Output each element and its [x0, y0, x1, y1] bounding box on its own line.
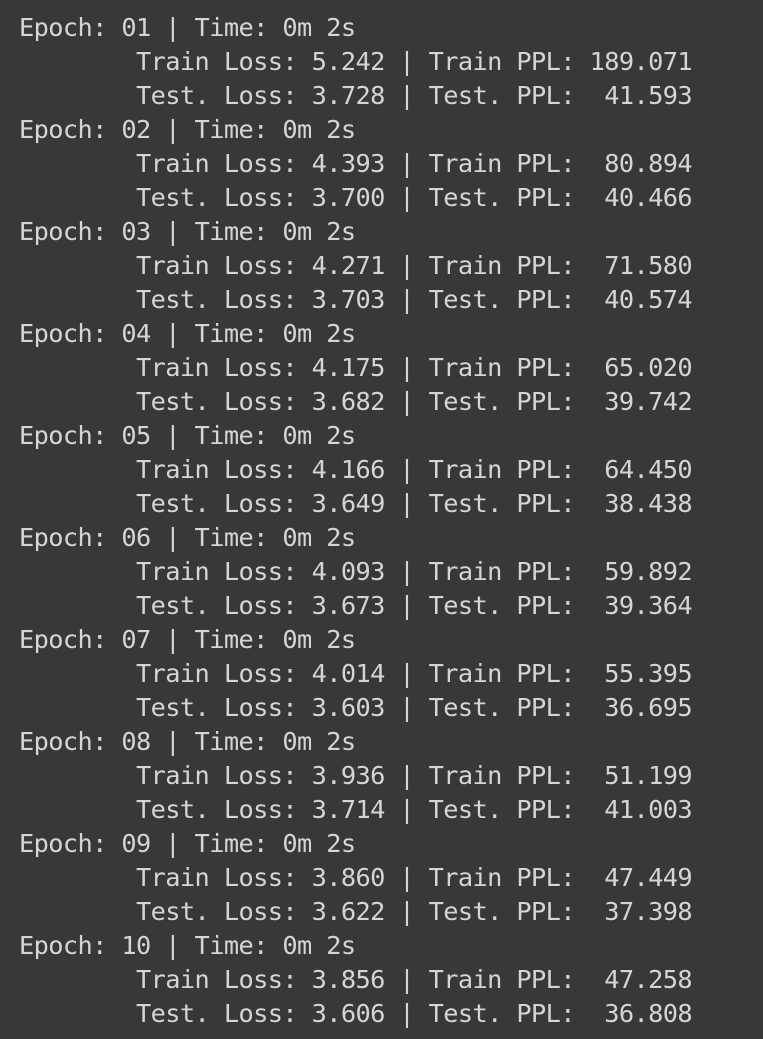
epoch-header-line: Epoch: 06 | Time: 0m 2s	[19, 523, 356, 552]
train-metrics-line: Train Loss: 3.860 | Train PPL: 47.449	[19, 863, 693, 892]
train-metrics-line: Train Loss: 4.166 | Train PPL: 64.450	[19, 455, 693, 484]
epoch-header-line: Epoch: 08 | Time: 0m 2s	[19, 727, 356, 756]
train-metrics-line: Train Loss: 4.271 | Train PPL: 71.580	[19, 251, 693, 280]
train-metrics-line: Train Loss: 5.242 | Train PPL: 189.071	[19, 47, 693, 76]
epoch-header-line: Epoch: 02 | Time: 0m 2s	[19, 115, 356, 144]
epoch-header-line: Epoch: 03 | Time: 0m 2s	[19, 217, 356, 246]
test-metrics-line: Test. Loss: 3.700 | Test. PPL: 40.466	[19, 183, 693, 212]
train-metrics-line: Train Loss: 4.175 | Train PPL: 65.020	[19, 353, 693, 382]
test-metrics-line: Test. Loss: 3.649 | Test. PPL: 38.438	[19, 489, 693, 518]
epoch-header-line: Epoch: 01 | Time: 0m 2s	[19, 13, 356, 42]
test-metrics-line: Test. Loss: 3.622 | Test. PPL: 37.398	[19, 897, 693, 926]
train-metrics-line: Train Loss: 3.856 | Train PPL: 47.258	[19, 965, 693, 994]
test-metrics-line: Test. Loss: 3.703 | Test. PPL: 40.574	[19, 285, 693, 314]
train-metrics-line: Train Loss: 3.936 | Train PPL: 51.199	[19, 761, 693, 790]
train-metrics-line: Train Loss: 4.014 | Train PPL: 55.395	[19, 659, 693, 688]
train-metrics-line: Train Loss: 4.093 | Train PPL: 59.892	[19, 557, 693, 586]
epoch-header-line: Epoch: 07 | Time: 0m 2s	[19, 625, 356, 654]
train-metrics-line: Train Loss: 4.393 | Train PPL: 80.894	[19, 149, 693, 178]
test-metrics-line: Test. Loss: 3.714 | Test. PPL: 41.003	[19, 795, 693, 824]
test-metrics-line: Test. Loss: 3.673 | Test. PPL: 39.364	[19, 591, 693, 620]
test-metrics-line: Test. Loss: 3.682 | Test. PPL: 39.742	[19, 387, 693, 416]
test-metrics-line: Test. Loss: 3.606 | Test. PPL: 36.808	[19, 999, 693, 1028]
test-metrics-line: Test. Loss: 3.728 | Test. PPL: 41.593	[19, 81, 693, 110]
epoch-header-line: Epoch: 05 | Time: 0m 2s	[19, 421, 356, 450]
epoch-header-line: Epoch: 10 | Time: 0m 2s	[19, 931, 356, 960]
test-metrics-line: Test. Loss: 3.603 | Test. PPL: 36.695	[19, 693, 693, 722]
epoch-header-line: Epoch: 09 | Time: 0m 2s	[19, 829, 356, 858]
epoch-header-line: Epoch: 04 | Time: 0m 2s	[19, 319, 356, 348]
